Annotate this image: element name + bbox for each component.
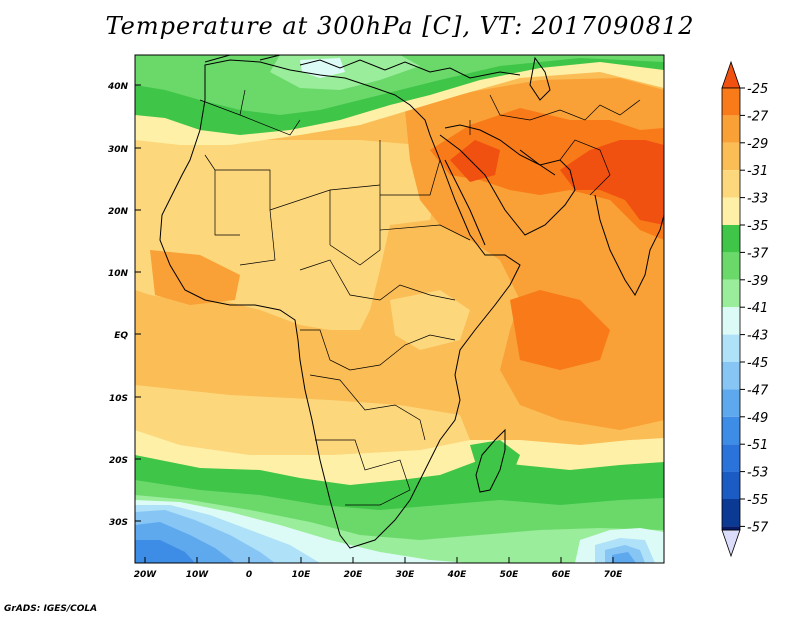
band-27-indian-ocean — [510, 290, 610, 370]
arabia-coastline — [439, 124, 576, 236]
colorbar-swatch — [722, 362, 740, 390]
colorbar-label: -45 — [747, 356, 768, 371]
lat-label: EQ — [114, 331, 128, 341]
colorbar-swatch — [722, 115, 740, 143]
map-title: Temperature at 300hPa [C], VT: 201709081… — [105, 12, 695, 40]
lat-label: 40N — [107, 82, 129, 92]
colorbar-swatch — [722, 252, 740, 280]
colorbar-label: -25 — [747, 82, 768, 97]
lat-label: 20S — [109, 456, 128, 466]
lon-label: 10E — [292, 570, 312, 580]
persian-gulf — [519, 149, 556, 176]
lat-label: 10N — [108, 269, 129, 279]
lon-label: 20E — [344, 570, 364, 580]
colorbar-label: -55 — [747, 493, 768, 508]
lon-label: 20W — [134, 570, 158, 580]
colorbar-label: -27 — [747, 109, 769, 124]
colorbar-swatch — [722, 88, 740, 116]
colorbar-label: -53 — [747, 466, 768, 481]
colorbar-swatch — [722, 389, 740, 417]
colorbar-swatch — [722, 170, 740, 198]
colorbar-swatch — [722, 225, 740, 253]
band-27-middle-east — [430, 108, 664, 240]
colorbar-swatch — [722, 526, 740, 530]
axis-ticks — [135, 84, 614, 563]
colorbar-label: -37 — [747, 246, 769, 261]
madagascar-coastline — [475, 428, 506, 493]
colorbar-label: -33 — [747, 192, 768, 207]
colorbar-label: -39 — [747, 274, 768, 289]
colorbar-swatch — [722, 142, 740, 171]
red-sea — [444, 159, 486, 246]
africa-coastline — [159, 59, 521, 549]
band-51-south — [135, 540, 195, 563]
colorbar-label: -57 — [747, 520, 769, 535]
colorbar-label: -49 — [747, 411, 768, 426]
lon-label: 70E — [604, 570, 624, 580]
band-33-south — [135, 385, 470, 455]
colorbar-swatch — [722, 279, 740, 308]
colorbar-swatch — [722, 471, 740, 499]
colorbar-label: -43 — [747, 329, 768, 344]
colorbar-bottom-arrow — [721, 529, 741, 558]
lon-label: 30E — [396, 570, 416, 580]
lon-label: 50E — [500, 570, 520, 580]
colorbar-swatch — [722, 499, 740, 527]
lon-label: 40E — [447, 570, 468, 580]
colorbar-label: -41 — [747, 301, 768, 316]
lat-label: 30S — [109, 518, 128, 528]
band-33-patch-east — [390, 290, 470, 350]
lon-label: 60E — [552, 570, 572, 580]
colorbar-top-arrow — [721, 60, 741, 89]
lat-label: 30N — [108, 145, 129, 155]
band-25-core — [560, 140, 664, 225]
colorbar-label: -35 — [747, 219, 768, 234]
caspian-coastline — [529, 56, 551, 101]
band-25-arabia — [450, 140, 500, 182]
band-29-west — [150, 250, 240, 305]
lon-label: 10W — [186, 570, 210, 580]
colorbar-label: -29 — [747, 137, 768, 152]
colorbar-frame — [721, 87, 741, 531]
colorbar-label: -51 — [747, 438, 768, 453]
india-coastline — [594, 194, 664, 296]
colorbar-swatch — [722, 307, 740, 335]
colorbar-swatch — [722, 416, 740, 445]
colorbar: -25 -27 -29 -31 -33 -35 -37 -39 -41 -43 … — [721, 60, 769, 558]
band-37-madagascar — [470, 440, 520, 480]
coastlines — [159, 55, 664, 549]
band-43-north — [300, 58, 345, 78]
colorbar-swatch — [722, 197, 740, 225]
colorbar-label: -47 — [747, 383, 769, 398]
lat-label: 20N — [108, 207, 129, 217]
software-credit: GrADS: IGES/COLA — [4, 604, 98, 614]
temperature-field — [135, 55, 664, 563]
band-39-north — [135, 55, 664, 115]
band-49-southeast — [612, 552, 636, 563]
colorbar-swatch — [722, 334, 740, 362]
lon-label: 0 — [246, 570, 252, 580]
europe-coastline — [204, 55, 521, 79]
country-borders — [199, 89, 641, 506]
colorbar-label: -31 — [747, 164, 768, 179]
map-frame — [134, 54, 665, 564]
lat-label: 10S — [109, 394, 128, 404]
latitude-labels: 40N 30N 20N 10N EQ 10S 20S 30S — [107, 82, 129, 528]
longitude-labels: 20W 10W 0 10E 20E 30E 40E 50E 60E 70E — [134, 570, 623, 580]
colorbar-swatch — [722, 444, 740, 472]
